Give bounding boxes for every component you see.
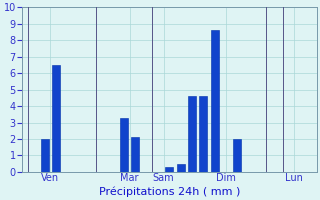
Bar [188, 96, 196, 172]
Bar [165, 167, 173, 172]
Bar [211, 30, 219, 172]
Bar [131, 137, 139, 172]
Bar [199, 96, 207, 172]
Bar [41, 139, 49, 172]
Bar [233, 139, 241, 172]
X-axis label: Précipitations 24h ( mm ): Précipitations 24h ( mm ) [99, 186, 240, 197]
Bar [52, 65, 60, 172]
Bar [120, 118, 128, 172]
Bar [177, 164, 185, 172]
